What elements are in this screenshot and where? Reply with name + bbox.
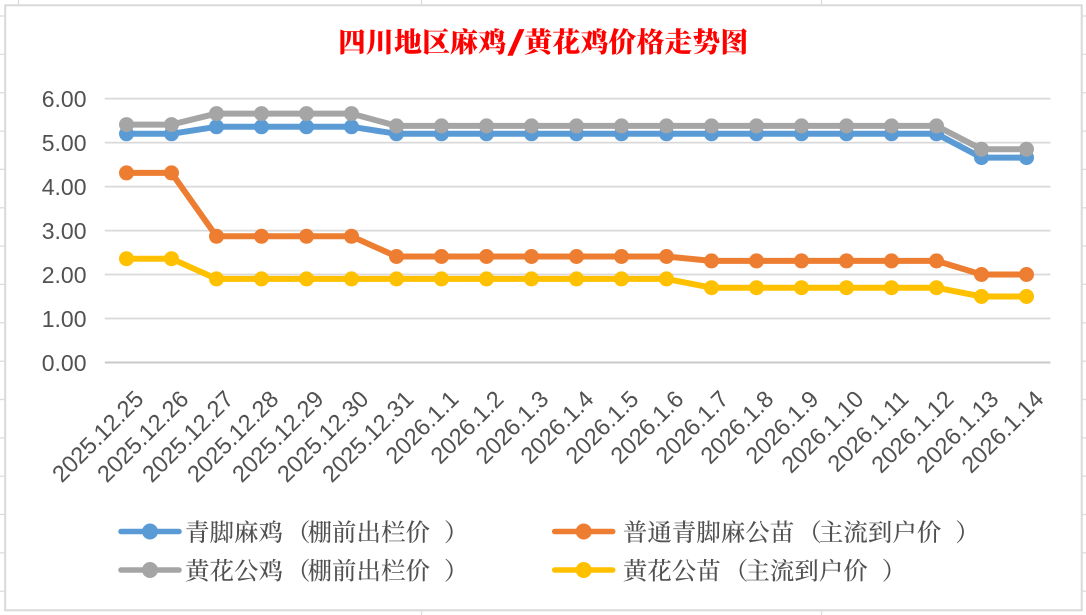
svg-text:5.00: 5.00 (42, 130, 87, 156)
svg-text:0.00: 0.00 (42, 350, 87, 376)
svg-text:6.00: 6.00 (42, 86, 87, 112)
svg-text:2.00: 2.00 (42, 262, 87, 288)
svg-text:1.00: 1.00 (42, 306, 87, 332)
svg-text:3.00: 3.00 (42, 218, 87, 244)
svg-text:4.00: 4.00 (42, 174, 87, 200)
